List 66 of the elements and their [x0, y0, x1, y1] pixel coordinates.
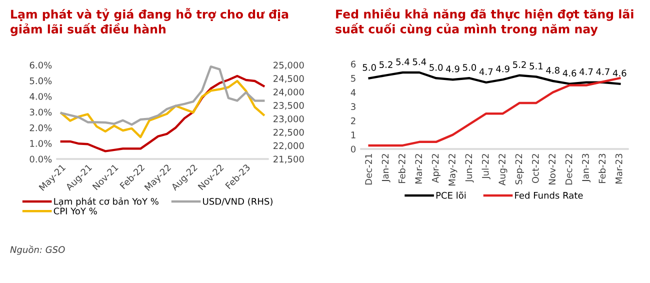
- data-label: 5.0: [362, 64, 376, 71]
- chart-title: Lạm phát và tỷ giá đang hỗ trợ cho dư địa giảm lãi suất điều hành: [10, 8, 288, 36]
- x-tick-label: Mar-22: [415, 154, 422, 184]
- data-label: 4.9: [446, 65, 460, 72]
- y-tick-label: 1.0%: [30, 140, 52, 147]
- x-tick-label: Jun-22: [465, 154, 474, 182]
- line-series: [60, 80, 265, 138]
- data-label: 4.7: [479, 68, 493, 75]
- y-tick-label: 6: [351, 60, 356, 68]
- data-label: 5.2: [513, 61, 526, 68]
- y2-tick-label: 21,500: [274, 156, 304, 164]
- x-tick-label: Feb-22: [398, 154, 406, 184]
- legend-label: PCE lõi: [436, 192, 466, 199]
- y-tick-label: 5.0%: [30, 77, 52, 84]
- x-tick-label: Jul-22: [482, 154, 490, 180]
- y2-tick-label: 22,000: [274, 142, 304, 150]
- x-tick-label: Oct-22: [532, 154, 539, 184]
- x-tick-label: Aug-22: [498, 154, 508, 186]
- data-label: 4.6: [612, 70, 626, 77]
- data-label: 5.0: [462, 64, 476, 71]
- legend-label: Lạm phát cơ bản YoY %: [54, 197, 158, 207]
- y2-tick-label: 22,500: [274, 128, 304, 137]
- data-label: 4.7: [596, 68, 610, 75]
- data-label: 4.9: [496, 65, 510, 72]
- y2-tick-label: 23,500: [274, 102, 304, 110]
- data-label: 5.1: [530, 62, 543, 70]
- data-label: 5.2: [380, 61, 392, 68]
- legend-label: Fed Funds Rate: [515, 192, 583, 199]
- data-label: 5.4: [412, 58, 426, 66]
- legend-label: CPI YoY %: [54, 208, 97, 214]
- y-tick-label: 3.0%: [30, 108, 52, 116]
- x-tick-label: May-22: [448, 154, 458, 186]
- y2-tick-label: 25,000: [274, 62, 304, 70]
- line-series: [60, 66, 265, 126]
- line-series: [368, 77, 621, 147]
- data-label: 4.6: [562, 70, 576, 77]
- x-tick-label: Dec-22: [565, 154, 572, 184]
- x-tick-label: Mar-23: [615, 154, 622, 184]
- x-tick-label: Feb-23: [598, 154, 606, 184]
- y-tick-label: 3: [351, 103, 356, 110]
- x-tick-label: Dec-21: [365, 154, 372, 184]
- data-label: 5.4: [396, 58, 410, 66]
- legend-label: USD/VND (RHS): [203, 198, 272, 206]
- y2-tick-label: 23,000: [274, 115, 304, 124]
- x-tick-label: Jan-22: [382, 154, 390, 182]
- x-tick-label: Nov-22: [548, 154, 556, 184]
- text: Nguồn: GSO: [10, 245, 65, 255]
- y-tick-label: 4.0%: [30, 93, 52, 100]
- data-label: 4.8: [546, 66, 560, 74]
- y2-tick-label: 24,000: [274, 88, 304, 96]
- y-tick-label: 2.0%: [30, 124, 52, 132]
- y-tick-label: 0: [350, 146, 356, 153]
- x-tick-label: Apr-22: [432, 154, 440, 183]
- chart-title: Fed nhiều khả năng đã thực hiện đợt tăng lãi suất cuối cùng của mình trong năm nay: [336, 8, 634, 36]
- y-tick-label: 1: [351, 132, 356, 138]
- y-tick-label: 2: [351, 117, 356, 124]
- y-tick-label: 5: [351, 75, 356, 82]
- data-label: 5.0: [430, 64, 443, 71]
- y-tick-label: 6.0%: [30, 62, 52, 69]
- y-tick-label: 4: [350, 89, 356, 96]
- y2-tick-label: 24,500: [274, 75, 304, 83]
- x-tick-label: Sep-22: [515, 154, 524, 184]
- line-series: [60, 74, 265, 152]
- data-label: 4.7: [580, 68, 593, 75]
- y-tick-label: 0.0%: [30, 156, 52, 163]
- x-tick-label: Jan-23: [582, 154, 591, 182]
